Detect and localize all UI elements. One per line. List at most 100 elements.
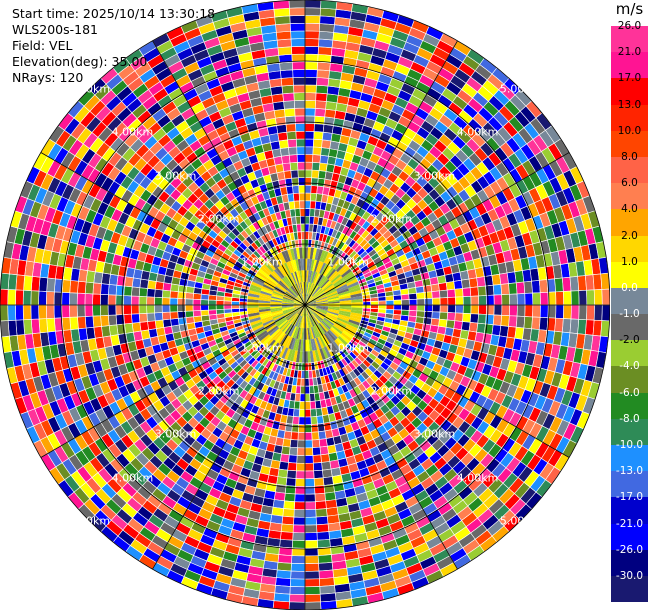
- velocity-gate: [316, 305, 329, 308]
- velocity-gate: [325, 315, 337, 323]
- velocity-gate: [281, 84, 295, 95]
- velocity-gate: [314, 108, 326, 118]
- velocity-gate: [416, 310, 425, 318]
- velocity-gate: [320, 263, 329, 275]
- velocity-gate: [477, 313, 487, 325]
- velocity-gate: [319, 445, 329, 456]
- velocity-gate: [326, 345, 334, 357]
- velocity-gate: [304, 362, 309, 372]
- velocity-gate: [279, 61, 293, 72]
- velocity-gate: [555, 291, 564, 306]
- velocity-gate: [84, 304, 94, 317]
- velocity-gate: [462, 287, 472, 298]
- velocity-gate: [138, 312, 148, 323]
- velocity-gate: [279, 538, 293, 549]
- velocity-gate: [370, 300, 379, 306]
- velocity-gate: [309, 283, 316, 295]
- velocity-gate: [38, 304, 47, 320]
- velocity-gate: [208, 299, 217, 306]
- velocity-gate: [349, 289, 362, 296]
- range-ring-label: 2.00km: [370, 384, 413, 398]
- velocity-gate: [321, 139, 332, 149]
- velocity-gate: [350, 312, 363, 318]
- range-ring-label: 3.00km: [413, 169, 456, 183]
- velocity-gate: [304, 439, 313, 449]
- velocity-gate: [305, 296, 314, 305]
- velocity-gate: [401, 299, 410, 306]
- velocity-gate: [332, 325, 343, 335]
- velocity-gate: [312, 286, 321, 297]
- velocity-gate: [305, 300, 317, 305]
- velocity-gate: [184, 298, 194, 306]
- velocity-gate: [290, 563, 306, 572]
- velocity-gate: [439, 311, 449, 321]
- velocity-gate: [208, 304, 217, 311]
- velocity-gate: [431, 290, 441, 299]
- velocity-gate: [339, 305, 352, 308]
- velocity-gate: [305, 270, 307, 282]
- velocity-gate: [493, 294, 503, 306]
- velocity-gate: [200, 299, 209, 306]
- velocity-gate: [305, 305, 313, 315]
- velocity-gate: [100, 283, 110, 296]
- velocity-gate: [319, 249, 326, 262]
- velocity-gate: [478, 295, 487, 306]
- velocity-gate: [61, 317, 72, 331]
- velocity-gate: [177, 310, 187, 319]
- velocity-gate: [570, 290, 580, 306]
- velocity-gate: [305, 302, 317, 305]
- start-time-text: Start time: 2025/10/14 13:30:18: [12, 6, 216, 21]
- colorbar-label: -1.0: [619, 308, 640, 321]
- range-ring-label: 4.00km: [111, 471, 154, 485]
- velocity-gate: [305, 297, 315, 305]
- velocity-gate: [304, 61, 319, 71]
- velocity-gate: [177, 291, 187, 300]
- velocity-gate: [538, 279, 549, 293]
- velocity-gate: [285, 477, 297, 487]
- velocity-gate: [277, 131, 288, 142]
- velocity-gate: [296, 447, 306, 456]
- velocity-gate: [336, 286, 349, 293]
- colorbar-label: -21.0: [615, 517, 644, 530]
- velocity-gate: [281, 515, 295, 526]
- velocity-gate: [393, 294, 402, 301]
- velocity-gate: [532, 304, 541, 318]
- velocity-gate: [318, 569, 334, 580]
- velocity-gate: [305, 305, 315, 313]
- velocity-gate: [131, 286, 141, 297]
- velocity-gate: [304, 46, 319, 55]
- velocity-gate: [322, 264, 331, 276]
- velocity-gate: [586, 304, 595, 321]
- velocity-gate: [328, 343, 337, 356]
- velocity-gate: [324, 316, 336, 324]
- velocity-gate: [123, 285, 133, 297]
- range-ring-label: 1.00km: [327, 255, 369, 269]
- velocity-gate: [320, 335, 329, 347]
- velocity-gate: [304, 184, 312, 194]
- velocity-gate: [300, 223, 306, 232]
- velocity-gate: [313, 289, 324, 298]
- velocity-gate: [305, 295, 313, 305]
- velocity-gate: [312, 146, 322, 156]
- velocity-gate: [295, 130, 306, 140]
- velocity-gate: [285, 185, 294, 195]
- velocity-gate: [92, 282, 102, 295]
- velocity-gate: [61, 304, 71, 319]
- velocity-gate: [282, 508, 295, 518]
- velocity-gate: [325, 289, 337, 296]
- velocity-gate: [423, 310, 433, 319]
- velocity-gate: [312, 154, 322, 164]
- velocity-gate: [305, 301, 317, 305]
- velocity-gate: [439, 297, 449, 306]
- velocity-gate: [338, 290, 350, 296]
- velocity-gate: [293, 84, 306, 94]
- velocity-gate: [139, 278, 149, 289]
- velocity-gate: [275, 577, 291, 587]
- velocity-gate: [208, 309, 217, 316]
- velocity-gate: [326, 330, 337, 342]
- velocity-gate: [501, 293, 510, 306]
- velocity-gate: [15, 304, 24, 321]
- velocity-gate: [284, 108, 296, 118]
- velocity-gate: [293, 200, 301, 210]
- velocity-gate: [297, 439, 306, 449]
